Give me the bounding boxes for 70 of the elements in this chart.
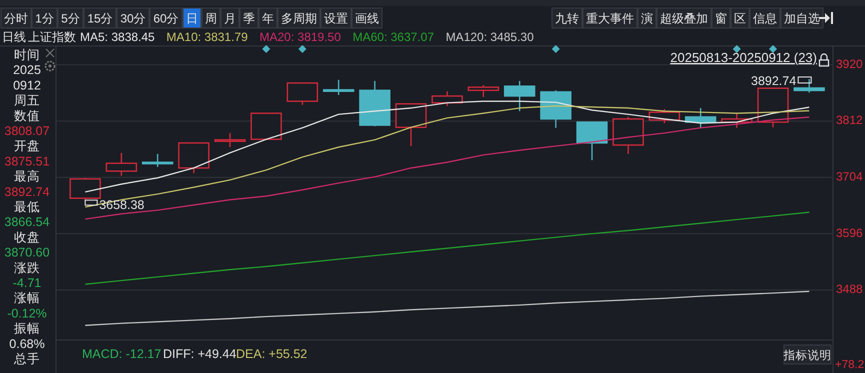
text: 九转 — [555, 12, 579, 26]
annotation: 3658.38 — [99, 198, 144, 212]
text: 3808.07 — [4, 124, 50, 138]
text: 重大事件 — [586, 12, 634, 26]
line-series — [84, 290, 810, 326]
text: 开盘 — [14, 139, 40, 154]
text: 演 — [641, 12, 653, 26]
text: 窗 — [715, 12, 727, 26]
text: +78.2 — [835, 359, 864, 371]
text: 3870.60 — [4, 246, 50, 260]
text: MA60: 3637.07 — [352, 30, 434, 44]
text: 总手 — [13, 352, 40, 366]
line-series — [84, 116, 810, 220]
text: 区 — [734, 12, 746, 26]
text: 涨跌 — [14, 260, 40, 275]
text: 3892.74 — [4, 184, 50, 199]
text: 涨幅 — [14, 291, 40, 306]
text: 设置 — [324, 12, 348, 26]
line-series — [84, 105, 810, 208]
annotation: 3892.74 — [751, 74, 796, 88]
chart-subtitle: 日线 — [2, 30, 26, 44]
text: -4.71 — [12, 276, 42, 290]
text: MA120: 3485.30 — [446, 30, 534, 44]
text: 0912 — [13, 78, 41, 92]
y-tick-label: 3596 — [836, 226, 864, 240]
text: 5分 — [61, 12, 80, 26]
text: 日 — [186, 12, 198, 26]
text: 月 — [224, 12, 236, 26]
text: 分时 — [4, 12, 28, 26]
text: 画线 — [355, 12, 379, 26]
text: 2025 — [13, 63, 41, 78]
text: 数值 — [14, 108, 40, 123]
text: 季 — [243, 12, 255, 26]
text: 振幅 — [14, 322, 40, 336]
candlestick — [322, 79, 354, 96]
candlestick — [214, 132, 246, 148]
annotation: 20250813-20250912 (23) — [670, 50, 817, 65]
text: 最低 — [14, 200, 40, 214]
text: 时间 — [14, 48, 40, 62]
text: 周五 — [14, 94, 40, 108]
text: -0.12% — [7, 306, 47, 320]
text: DEA: +55.52 — [236, 347, 308, 361]
text: MA10: 3831.79 — [166, 30, 248, 44]
text: MACD: -12.17 — [82, 347, 162, 361]
text: 超级叠加 — [660, 12, 708, 26]
text: 15分 — [87, 12, 113, 26]
text: 3866.54 — [4, 215, 50, 230]
chart-title: 上证指数 — [28, 30, 76, 44]
candlestick — [142, 153, 174, 168]
text: 年 — [262, 12, 274, 26]
text: MA5: 3838.45 — [80, 30, 156, 44]
text: 3875.51 — [4, 154, 50, 168]
text: 最高 — [14, 168, 40, 184]
y-tick-label: 3488 — [836, 282, 864, 296]
text: 60分 — [153, 12, 179, 26]
y-tick-label: 3812 — [836, 113, 864, 128]
text: 加自选 — [784, 12, 820, 26]
text: 指标说明 — [782, 349, 832, 362]
text: 周 — [205, 12, 217, 26]
text: DIFF: +49.44 — [163, 347, 236, 361]
y-tick-label: 3920 — [836, 56, 864, 71]
line-series — [84, 212, 810, 285]
text: 30分 — [120, 12, 146, 26]
text: 收盘 — [14, 230, 40, 244]
y-tick-label: 3704 — [836, 170, 864, 184]
text: MA20: 3819.50 — [260, 30, 342, 44]
text: 1分 — [35, 12, 54, 26]
text: 0.68% — [9, 336, 45, 351]
text: 信息 — [753, 12, 777, 26]
text: 多周期 — [281, 12, 317, 26]
